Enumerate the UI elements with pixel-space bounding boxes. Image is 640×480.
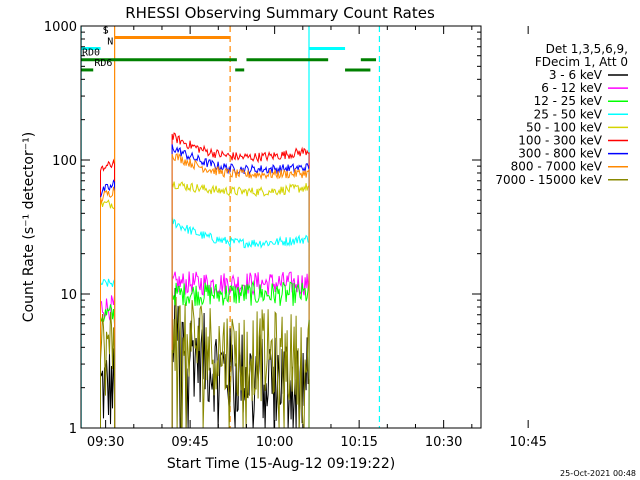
chart-title: RHESSI Observing Summary Count Rates <box>125 4 435 22</box>
legend-header-line-1: Det 1,3,5,6,9, <box>546 42 628 56</box>
generation-timestamp: 25-Oct-2021 00:48 <box>560 469 636 478</box>
x-axis-label: Start Time (15-Aug-12 09:19:22) <box>167 456 395 472</box>
flag-label: RD6 <box>94 58 112 69</box>
flag-label: N <box>107 36 113 47</box>
legend-label: 100 - 300 keV <box>518 134 602 148</box>
axes: 09:30 09:45 10:00 10:15 10:30 10:45 1 10 100 1000 <box>44 20 547 450</box>
series-trace <box>100 186 116 429</box>
x-tick-label: 10:00 <box>256 435 293 450</box>
x-tick-label: 09:45 <box>171 435 208 450</box>
legend-label: 12 - 25 keV <box>534 94 603 108</box>
flag-label: RD0 <box>82 48 100 59</box>
legend-header-line-2: FDecim 1, Att 0 <box>535 55 628 69</box>
series-4 <box>100 181 310 429</box>
series-trace <box>171 132 310 429</box>
y-tick-label: 1 <box>69 422 77 437</box>
y-axis-label: Count Rate (s⁻¹ detector⁻¹) <box>21 132 37 322</box>
x-tick-label: 09:30 <box>87 435 124 450</box>
series-trace <box>171 217 310 429</box>
legend-label: 6 - 12 keV <box>541 81 603 95</box>
series-trace <box>100 158 116 429</box>
series-8 <box>100 296 310 429</box>
legend-label: 7000 - 15000 keV <box>495 173 602 187</box>
legend-label: 25 - 50 keV <box>534 107 603 121</box>
series-trace <box>100 312 116 429</box>
series-5 <box>100 132 310 429</box>
legend-label: 300 - 800 keV <box>518 147 602 161</box>
legend: Det 1,3,5,6,9, FDecim 1, Att 0 3 - 6 keV… <box>495 42 628 187</box>
series-trace <box>100 179 116 429</box>
y-tick-label: 100 <box>52 154 77 169</box>
series-1 <box>100 271 310 429</box>
series-7 <box>100 152 310 429</box>
series-trace <box>171 271 310 429</box>
series-group <box>100 132 310 429</box>
series-trace <box>100 199 116 429</box>
series-trace <box>171 296 310 429</box>
legend-label: 50 - 100 keV <box>526 120 603 134</box>
series-trace <box>100 295 116 429</box>
x-tick-label: 10:45 <box>509 435 546 450</box>
series-trace <box>100 278 116 429</box>
y-tick-label: 10 <box>60 288 77 303</box>
series-trace <box>100 348 116 429</box>
plot-frame <box>80 25 482 429</box>
y-tick-label: 1000 <box>44 20 77 35</box>
series-trace <box>171 181 310 429</box>
x-tick-label: 10:30 <box>425 435 462 450</box>
x-tick-label: 10:15 <box>340 435 377 450</box>
legend-label: 3 - 6 keV <box>549 68 603 82</box>
legend-label: 800 - 7000 keV <box>511 160 603 174</box>
series-trace <box>171 152 310 429</box>
series-3 <box>100 217 310 429</box>
series-trace <box>171 280 310 429</box>
